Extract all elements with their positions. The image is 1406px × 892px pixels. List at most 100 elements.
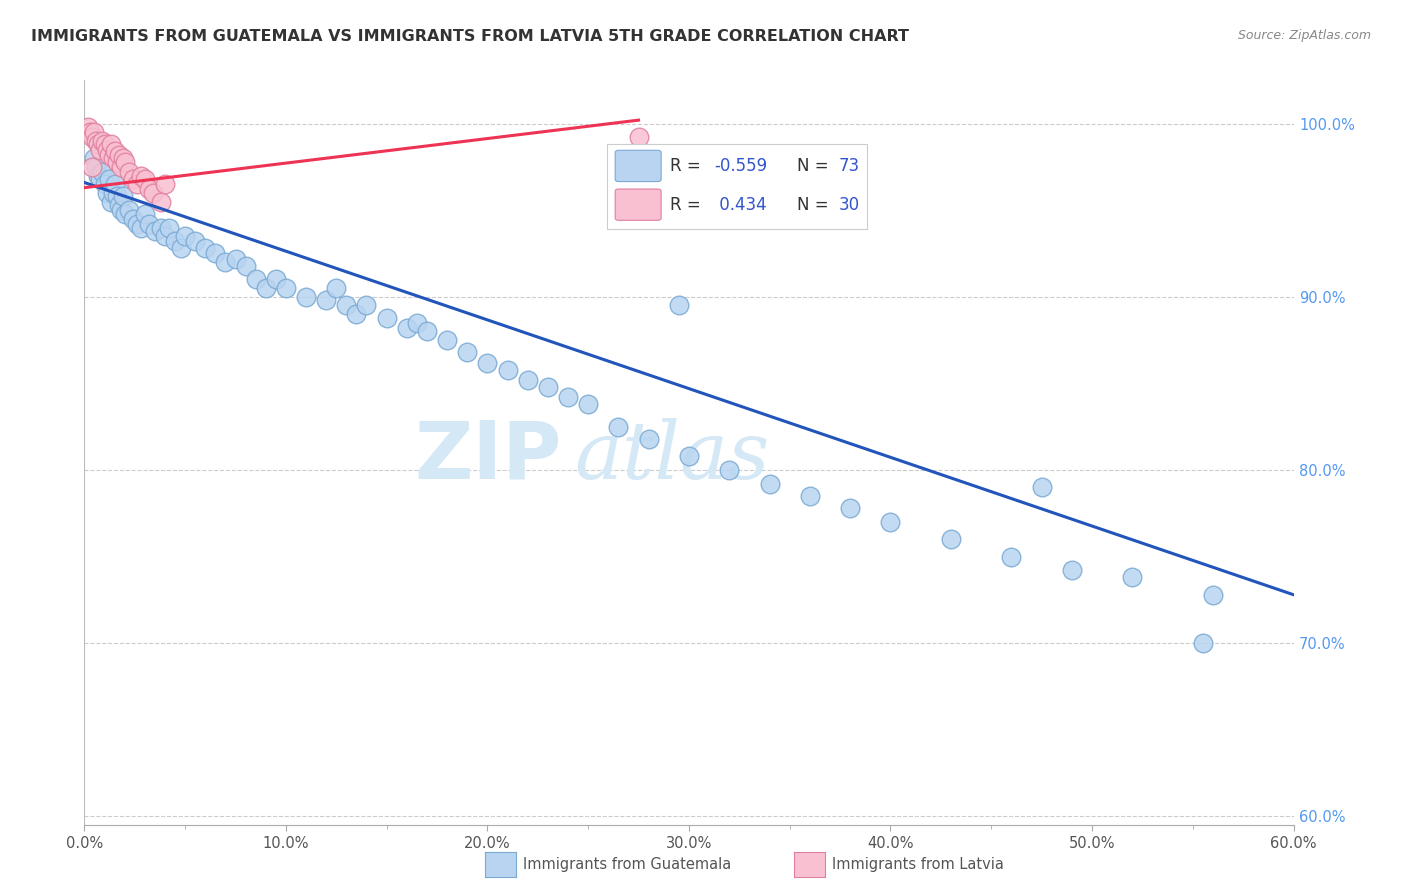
Point bbox=[1031, 480, 1053, 494]
Point bbox=[879, 515, 901, 529]
Text: Immigrants from Latvia: Immigrants from Latvia bbox=[832, 857, 1004, 871]
Point bbox=[79, 125, 101, 139]
Point bbox=[245, 272, 267, 286]
Point bbox=[416, 325, 439, 339]
Point bbox=[537, 380, 560, 394]
Point bbox=[93, 178, 115, 192]
Text: IMMIGRANTS FROM GUATEMALA VS IMMIGRANTS FROM LATVIA 5TH GRADE CORRELATION CHART: IMMIGRANTS FROM GUATEMALA VS IMMIGRANTS … bbox=[31, 29, 908, 45]
Point bbox=[114, 154, 136, 169]
Point bbox=[1000, 549, 1022, 564]
Point bbox=[758, 476, 780, 491]
Point bbox=[516, 373, 538, 387]
Point bbox=[83, 151, 105, 165]
Point bbox=[86, 134, 108, 148]
Point bbox=[100, 137, 122, 152]
Point bbox=[121, 172, 143, 186]
Text: 30: 30 bbox=[839, 195, 860, 214]
Point bbox=[799, 489, 821, 503]
Point bbox=[134, 172, 156, 186]
Point bbox=[1202, 588, 1225, 602]
Text: 0.434: 0.434 bbox=[714, 195, 766, 214]
Point bbox=[627, 130, 650, 145]
Point bbox=[325, 281, 347, 295]
Point bbox=[104, 145, 127, 159]
Point bbox=[194, 241, 217, 255]
Point bbox=[576, 397, 599, 411]
Point bbox=[125, 178, 148, 192]
Point bbox=[153, 229, 176, 244]
Point bbox=[97, 172, 120, 186]
Point bbox=[138, 182, 160, 196]
Point bbox=[101, 186, 124, 200]
Point bbox=[111, 151, 134, 165]
Point bbox=[138, 217, 160, 231]
Point bbox=[91, 134, 114, 148]
Point bbox=[111, 189, 134, 203]
Point bbox=[100, 194, 122, 209]
Point bbox=[149, 220, 172, 235]
Point bbox=[101, 151, 124, 165]
Point bbox=[91, 165, 114, 179]
Point bbox=[456, 345, 478, 359]
Point bbox=[496, 362, 519, 376]
Text: Source: ZipAtlas.com: Source: ZipAtlas.com bbox=[1237, 29, 1371, 43]
Point bbox=[395, 321, 418, 335]
Point bbox=[235, 259, 257, 273]
Point bbox=[114, 207, 136, 221]
Point bbox=[121, 211, 143, 226]
Point bbox=[89, 143, 111, 157]
Point bbox=[82, 130, 104, 145]
Point bbox=[118, 203, 141, 218]
Point bbox=[668, 298, 690, 312]
Point bbox=[406, 316, 429, 330]
Point bbox=[86, 160, 108, 174]
Point bbox=[174, 229, 197, 244]
FancyBboxPatch shape bbox=[607, 144, 866, 229]
FancyBboxPatch shape bbox=[616, 150, 661, 182]
Point bbox=[637, 432, 659, 446]
Point bbox=[129, 169, 152, 183]
Point bbox=[97, 148, 120, 162]
Text: Immigrants from Guatemala: Immigrants from Guatemala bbox=[523, 857, 731, 871]
Point bbox=[477, 356, 499, 370]
Point bbox=[225, 252, 247, 266]
Point bbox=[93, 137, 115, 152]
Point bbox=[87, 137, 110, 152]
Text: R =: R = bbox=[669, 157, 706, 175]
Point bbox=[295, 290, 318, 304]
Point bbox=[157, 220, 180, 235]
Point bbox=[1060, 564, 1083, 578]
Point bbox=[184, 235, 207, 249]
Point bbox=[264, 272, 287, 286]
Text: ZIP: ZIP bbox=[415, 417, 562, 495]
Point bbox=[346, 307, 368, 321]
Text: N =: N = bbox=[797, 157, 834, 175]
Point bbox=[104, 178, 127, 192]
Text: R =: R = bbox=[669, 195, 706, 214]
Point bbox=[142, 186, 165, 200]
Point bbox=[214, 255, 236, 269]
Point bbox=[204, 246, 226, 260]
Point bbox=[436, 333, 458, 347]
Point bbox=[678, 449, 700, 463]
Point bbox=[134, 207, 156, 221]
Text: 73: 73 bbox=[839, 157, 860, 175]
Point bbox=[939, 533, 962, 547]
Point bbox=[96, 186, 118, 200]
Point bbox=[254, 281, 277, 295]
Text: -0.559: -0.559 bbox=[714, 157, 768, 175]
Text: atlas: atlas bbox=[574, 417, 769, 495]
Point bbox=[107, 198, 129, 212]
Point bbox=[170, 241, 193, 255]
Point bbox=[89, 172, 111, 186]
Point bbox=[125, 217, 148, 231]
Text: N =: N = bbox=[797, 195, 834, 214]
Point bbox=[274, 281, 297, 295]
Point bbox=[82, 160, 104, 174]
Point bbox=[557, 390, 579, 404]
Point bbox=[839, 501, 862, 516]
Point bbox=[77, 120, 100, 134]
Point bbox=[153, 178, 176, 192]
Point bbox=[315, 293, 337, 308]
Point bbox=[96, 143, 118, 157]
